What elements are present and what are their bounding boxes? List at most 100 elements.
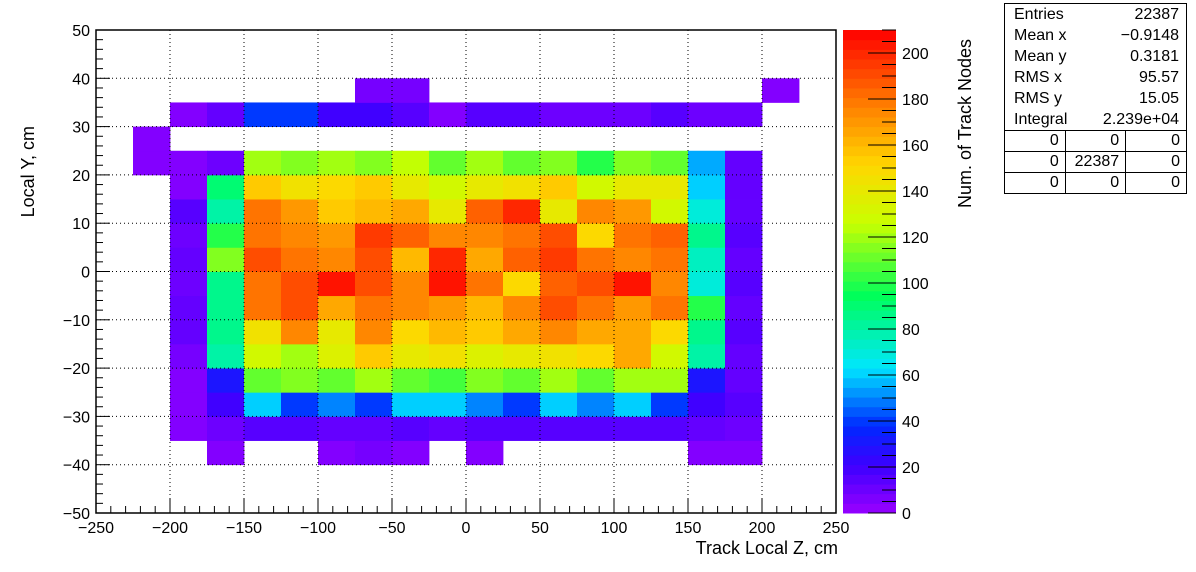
heatmap-cell (540, 343, 578, 369)
heatmap-cell (614, 271, 652, 297)
color-scale-swatch (843, 503, 896, 514)
heatmap-cell (725, 416, 763, 441)
heatmap-cell (688, 102, 726, 127)
heatmap-cell (318, 416, 356, 441)
color-scale-swatch (843, 377, 896, 388)
heatmap-cell (688, 343, 726, 369)
color-scale-swatch (843, 426, 896, 437)
color-scale-swatch (843, 348, 896, 359)
color-scale-swatch (843, 484, 896, 495)
color-scale-swatch (843, 474, 896, 485)
z-tick-label: 60 (902, 368, 920, 385)
heatmap-cell (725, 368, 763, 393)
heatmap-cell (503, 174, 541, 200)
heatmap-cell (688, 440, 726, 466)
heatmap-cell (688, 368, 726, 393)
heatmap-cell (614, 174, 652, 200)
y-tick-label: 40 (72, 71, 90, 88)
heatmap-cell (725, 247, 763, 272)
color-scale-swatch (843, 281, 896, 292)
heatmap-cell (577, 150, 615, 176)
heatmap-cell (392, 295, 430, 321)
heatmap-cell (725, 271, 763, 297)
heatmap-cell (244, 102, 282, 127)
heatmap-cell (503, 295, 541, 321)
heatmap-cell (466, 199, 504, 224)
y-tick-label: −20 (63, 361, 90, 378)
heatmap-cell (429, 392, 467, 417)
color-scale-swatch (843, 319, 896, 330)
heatmap-cell (466, 223, 504, 248)
heatmap-cell (466, 368, 504, 393)
color-scale-swatch (843, 435, 896, 446)
heatmap-cell (429, 247, 467, 272)
heatmap-cell (725, 343, 763, 369)
heatmap-cell (540, 295, 578, 321)
color-scale-swatch (843, 107, 896, 118)
heatmap-cell (614, 368, 652, 393)
z-tick-label: 100 (902, 276, 929, 293)
heatmap-cell (725, 392, 763, 417)
heatmap-cell (281, 150, 319, 176)
heatmap-cell (503, 150, 541, 176)
heatmap-cell (540, 102, 578, 127)
y-tick-label: 10 (72, 216, 90, 233)
stats-row-rms-x: RMS x 95.57 (1014, 69, 1179, 86)
heatmap-cell (207, 295, 245, 321)
heatmap-cell (355, 271, 393, 297)
color-scale-swatch (843, 445, 896, 456)
color-scale-swatch (843, 329, 896, 340)
heatmap-cell (318, 440, 356, 466)
heatmap-cell (688, 295, 726, 321)
heatmap-cell (170, 319, 208, 345)
heatmap-cell (392, 416, 430, 441)
heatmap-cell (577, 392, 615, 417)
heatmap-cell (318, 295, 356, 321)
heatmap-cell (170, 343, 208, 369)
heatmap-cell (688, 392, 726, 417)
heatmap-cell (244, 343, 282, 369)
heatmap-cell (133, 126, 171, 152)
heatmap-cell (503, 102, 541, 127)
overflow-cell: 0 (1005, 172, 1066, 193)
heatmap-cell (725, 174, 763, 200)
heatmap-cell (503, 416, 541, 441)
heatmap-cell (614, 102, 652, 127)
color-scale-swatch (843, 136, 896, 147)
heatmap-cell (281, 368, 319, 393)
heatmap-cell (466, 247, 504, 272)
heatmap-cell (207, 416, 245, 441)
heatmap-cell (577, 368, 615, 393)
heatmap-cell (281, 247, 319, 272)
color-scale-label: Num. of Track Nodes (955, 39, 975, 208)
heatmap-cell (170, 368, 208, 393)
stats-box: Entries 22387 Mean x −0.9148 Mean y 0.31… (1004, 3, 1187, 194)
heatmap-cell (318, 174, 356, 200)
stats-row-integral: Integral 2.239e+04 (1014, 111, 1179, 128)
heatmap-cell (651, 199, 689, 224)
heatmap-cell (207, 343, 245, 369)
overflow-row: 0 0 0 (1005, 130, 1186, 152)
x-tick-label: 100 (601, 520, 628, 537)
color-scale-swatch (843, 232, 896, 244)
z-tick-label: 160 (902, 138, 929, 155)
heatmap-cell (688, 174, 726, 200)
color-scale-swatch (843, 271, 896, 282)
color-scale-swatch (843, 78, 896, 89)
heatmap-cell (244, 392, 282, 417)
overflow-cell: 0 (1005, 130, 1066, 152)
stats-row-entries: Entries 22387 (1014, 6, 1179, 23)
heatmap-cell (244, 223, 282, 248)
heatmap-cell (429, 102, 467, 127)
heatmap-cell (318, 392, 356, 417)
color-scale-swatch (843, 397, 896, 408)
color-scale-swatch (843, 339, 896, 350)
color-scale-swatch (843, 358, 896, 369)
x-tick-label: −150 (226, 520, 262, 537)
x-tick-label: 50 (531, 520, 549, 537)
heatmap-cell (577, 343, 615, 369)
x-axis: −250 −200 −150 −100 −50 0 50 100 150 200 250 (78, 499, 849, 537)
z-tick-label: 0 (902, 506, 911, 523)
heatmap-cell (466, 440, 504, 466)
heatmap-cell (725, 319, 763, 345)
